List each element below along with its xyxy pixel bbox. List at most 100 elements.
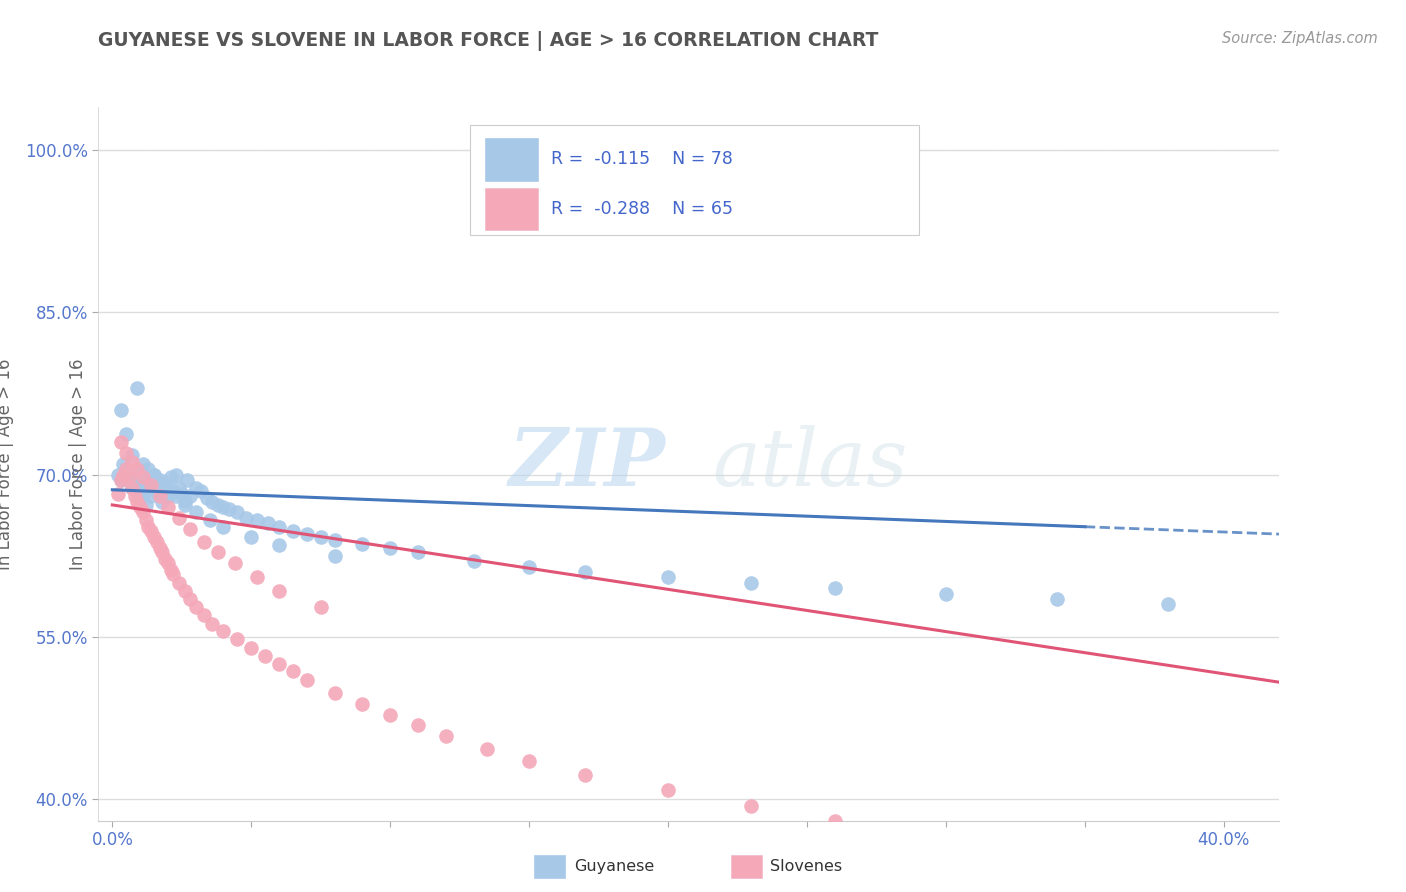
Text: Source: ZipAtlas.com: Source: ZipAtlas.com bbox=[1222, 31, 1378, 46]
Point bbox=[148, 473, 170, 487]
Point bbox=[127, 462, 149, 476]
Point bbox=[132, 506, 155, 520]
Point bbox=[309, 530, 332, 544]
Point bbox=[380, 707, 402, 722]
Point bbox=[1157, 856, 1180, 871]
Point bbox=[740, 575, 762, 590]
Point bbox=[135, 498, 157, 512]
Point bbox=[198, 513, 221, 527]
Point bbox=[170, 487, 193, 501]
Point bbox=[517, 754, 540, 768]
Point bbox=[167, 481, 190, 495]
Point bbox=[159, 563, 181, 577]
Point bbox=[246, 513, 269, 527]
Point bbox=[118, 470, 141, 484]
Point bbox=[824, 814, 846, 828]
Point bbox=[179, 522, 201, 536]
Point bbox=[267, 584, 290, 599]
Point bbox=[184, 599, 207, 614]
Point bbox=[129, 500, 152, 514]
Point bbox=[132, 457, 155, 471]
Point bbox=[150, 494, 173, 508]
Point bbox=[212, 500, 235, 514]
Point bbox=[574, 565, 596, 579]
Point bbox=[143, 467, 166, 482]
Point bbox=[156, 489, 179, 503]
Point bbox=[162, 483, 184, 498]
Text: R =  -0.288    N = 65: R = -0.288 N = 65 bbox=[551, 200, 733, 218]
Y-axis label: In Labor Force | Age > 16: In Labor Force | Age > 16 bbox=[69, 358, 87, 570]
Point bbox=[257, 516, 280, 531]
Point bbox=[207, 545, 229, 559]
Text: Guyanese: Guyanese bbox=[574, 859, 654, 873]
Point bbox=[295, 527, 318, 541]
Point bbox=[146, 483, 169, 498]
Point bbox=[246, 570, 269, 584]
Point bbox=[121, 481, 143, 495]
Point bbox=[112, 467, 135, 482]
Point bbox=[148, 489, 170, 503]
Point bbox=[1157, 598, 1180, 612]
Point bbox=[115, 462, 138, 476]
Point bbox=[176, 473, 198, 487]
Point bbox=[167, 575, 190, 590]
Point bbox=[352, 697, 374, 711]
Point bbox=[129, 476, 152, 491]
Point bbox=[267, 657, 290, 671]
Point bbox=[173, 498, 195, 512]
Point bbox=[107, 487, 129, 501]
Point bbox=[193, 608, 215, 623]
Text: GUYANESE VS SLOVENE IN LABOR FORCE | AGE > 16 CORRELATION CHART: GUYANESE VS SLOVENE IN LABOR FORCE | AGE… bbox=[98, 31, 879, 51]
Point bbox=[740, 798, 762, 813]
Point bbox=[167, 511, 190, 525]
Point bbox=[477, 742, 499, 756]
Point bbox=[235, 511, 257, 525]
FancyBboxPatch shape bbox=[485, 137, 537, 180]
Point bbox=[165, 489, 187, 503]
Point bbox=[127, 494, 149, 508]
Point bbox=[159, 470, 181, 484]
Point bbox=[323, 686, 346, 700]
Text: R =  -0.115    N = 78: R = -0.115 N = 78 bbox=[551, 150, 733, 168]
Point bbox=[150, 545, 173, 559]
Point bbox=[226, 506, 249, 520]
Point bbox=[107, 467, 129, 482]
Point bbox=[115, 462, 138, 476]
Point bbox=[115, 426, 138, 441]
Point bbox=[195, 491, 218, 506]
Point bbox=[184, 506, 207, 520]
Point bbox=[141, 489, 163, 503]
Point bbox=[267, 519, 290, 533]
Point bbox=[463, 554, 485, 568]
Point bbox=[110, 473, 132, 487]
Point bbox=[129, 491, 152, 506]
Point bbox=[132, 470, 155, 484]
Point bbox=[935, 829, 957, 843]
Point bbox=[162, 567, 184, 582]
Y-axis label: In Labor Force | Age > 16: In Labor Force | Age > 16 bbox=[0, 358, 14, 570]
Point bbox=[138, 481, 160, 495]
Point bbox=[1046, 592, 1069, 607]
Point bbox=[138, 462, 160, 476]
Point bbox=[146, 534, 169, 549]
Point bbox=[121, 448, 143, 462]
Point bbox=[173, 493, 195, 508]
Point bbox=[127, 483, 149, 498]
Point bbox=[207, 498, 229, 512]
Point bbox=[218, 502, 240, 516]
Point bbox=[173, 584, 195, 599]
Point bbox=[240, 530, 263, 544]
Point bbox=[153, 478, 176, 492]
Point bbox=[148, 541, 170, 556]
Point bbox=[935, 586, 957, 600]
Point bbox=[115, 446, 138, 460]
Point bbox=[179, 592, 201, 607]
Point bbox=[138, 519, 160, 533]
Point bbox=[124, 489, 146, 503]
Point bbox=[224, 557, 246, 571]
Point bbox=[141, 524, 163, 538]
Point bbox=[141, 478, 163, 492]
Point bbox=[110, 402, 132, 417]
FancyBboxPatch shape bbox=[485, 187, 537, 230]
Point bbox=[1046, 844, 1069, 858]
